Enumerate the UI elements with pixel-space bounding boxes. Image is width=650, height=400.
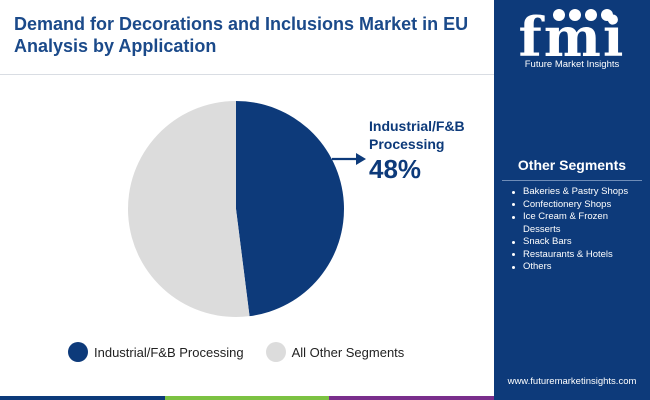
fmi-logo: fmi <box>519 6 624 69</box>
pie-slice-industrial-f-b-processing <box>236 101 344 317</box>
other-segments-title: Other Segments <box>517 157 627 173</box>
other-segment-item: Others <box>510 261 640 274</box>
accent-bar-segment <box>0 396 165 400</box>
accent-bar-segment <box>164 396 330 400</box>
legend-swatch <box>68 342 88 362</box>
callout-label: Industrial/F&B Processing <box>369 117 489 153</box>
title-line-2: Analysis by Application <box>14 36 217 56</box>
pie-slices <box>127 101 344 317</box>
other-segment-item: Ice Cream & Frozen Desserts <box>510 211 640 236</box>
other-segment-item: Restaurants & Hotels <box>510 249 640 262</box>
brand-name: Future Market Insights <box>524 59 620 70</box>
other-segment-item: Snack Bars <box>510 236 640 249</box>
accent-bar-segment <box>329 396 495 400</box>
legend-item: All Other Segments <box>265 342 405 362</box>
legend-label: Industrial/F&B Processing <box>94 344 244 360</box>
callout-label-line-2: Processing <box>369 136 445 152</box>
other-segments-divider <box>502 180 642 181</box>
sidebar: fmi Future Market Insights Other Segment… <box>494 0 650 400</box>
page-title: Demand for Decorations and Inclusions Ma… <box>14 13 484 57</box>
other-segments-list: Bakeries & Pastry Shops Confectionery Sho… <box>510 186 640 274</box>
legend-item: Industrial/F&B Processing <box>68 342 244 362</box>
legend-label: All Other Segments <box>291 344 405 360</box>
pie-chart <box>127 101 366 317</box>
callout-value: 48% <box>369 154 422 184</box>
website-url: www.futuremarketinsights.com <box>507 376 637 387</box>
pie-slice-all-other-segments <box>127 101 250 317</box>
title-line-1: Demand for Decorations and Inclusions Ma… <box>14 14 469 34</box>
callout-arrow <box>332 153 366 165</box>
title-divider <box>0 74 494 75</box>
callout-label-line-1: Industrial/F&B <box>369 118 465 134</box>
chart-legend: Industrial/F&B Processing All Other Segme… <box>68 341 426 363</box>
other-segment-item: Confectionery Shops <box>510 199 640 212</box>
other-segment-item: Bakeries & Pastry Shops <box>510 186 640 199</box>
legend-swatch <box>265 342 286 362</box>
color-accent-bar <box>0 396 495 400</box>
